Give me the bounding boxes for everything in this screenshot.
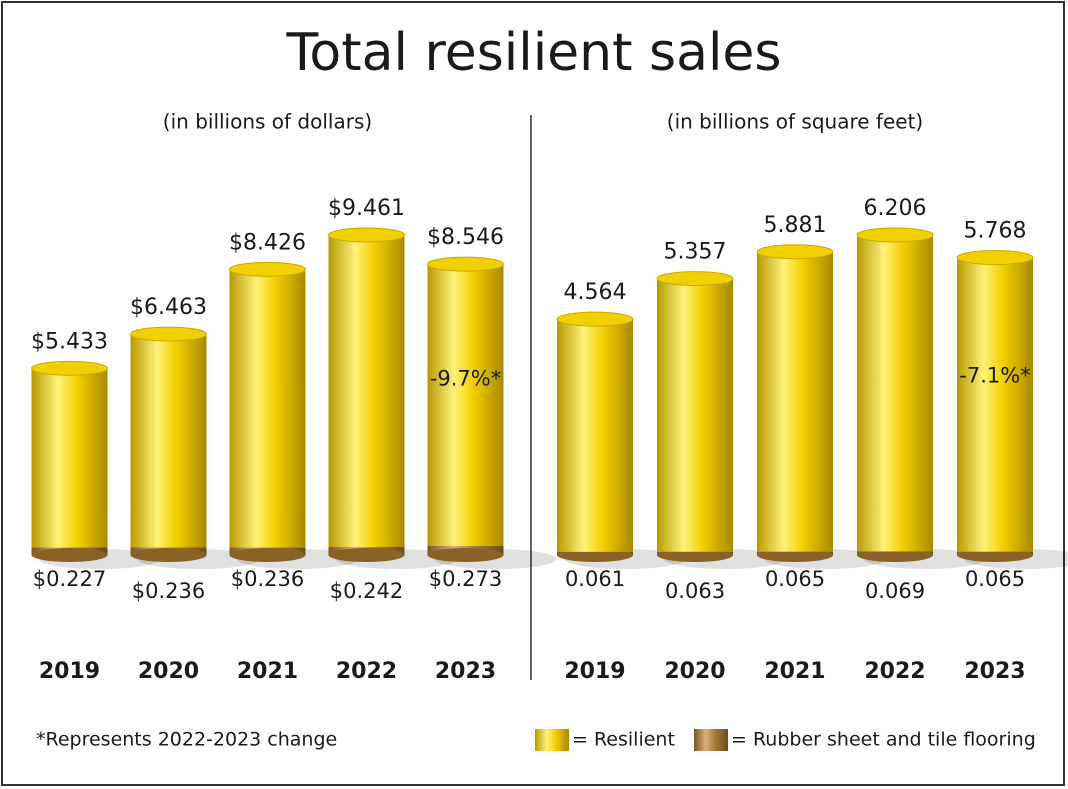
- value-label: 0.065: [765, 567, 825, 591]
- bar-cap: [427, 256, 504, 272]
- value-label: $0.236: [231, 567, 304, 591]
- legend-swatch: [535, 729, 569, 751]
- value-label: 5.881: [764, 213, 827, 238]
- value-label: $6.463: [130, 295, 207, 320]
- x-tick-label: 2023: [964, 659, 1025, 684]
- value-label: $9.461: [328, 196, 405, 221]
- bar-cap: [229, 261, 306, 277]
- value-label: 0.061: [565, 567, 625, 591]
- x-tick-label: 2022: [336, 659, 397, 684]
- bar-segment: [130, 334, 207, 548]
- bar-segment: [31, 368, 108, 548]
- bar-cap: [31, 360, 108, 376]
- bar-segment: [757, 251, 833, 552]
- legend-swatch: [694, 729, 728, 751]
- value-label: $0.236: [132, 579, 205, 603]
- bar-bottom: [328, 548, 405, 562]
- value-label: $5.433: [31, 329, 108, 354]
- x-tick-label: 2019: [39, 659, 100, 684]
- x-tick-label: 2020: [664, 659, 725, 684]
- x-tick-label: 2019: [564, 659, 625, 684]
- bar-segment: [427, 264, 504, 546]
- change-label: -9.7%*: [430, 367, 501, 391]
- subtitle: (in billions of square feet): [667, 110, 923, 134]
- x-tick-label: 2021: [237, 659, 298, 684]
- value-label: $8.426: [229, 230, 306, 255]
- bar-bottom: [427, 548, 504, 562]
- value-label: 0.069: [865, 579, 925, 603]
- bar-bottom: [130, 548, 207, 562]
- bar-segment: [557, 319, 633, 552]
- bar-segment: [657, 278, 733, 552]
- bar-cap: [856, 227, 934, 243]
- x-tick-label: 2022: [864, 659, 925, 684]
- value-label: 0.065: [965, 567, 1025, 591]
- x-tick-label: 2021: [764, 659, 825, 684]
- bar-segment: [229, 269, 306, 548]
- value-label: $0.242: [330, 579, 403, 603]
- bar-bottom: [229, 548, 306, 562]
- bar-segment: [857, 235, 933, 552]
- value-label: 4.564: [564, 280, 627, 305]
- bar-cap: [556, 311, 634, 327]
- change-label: -7.1%*: [959, 363, 1030, 387]
- footnote: *Represents 2022-2023 change: [36, 729, 337, 751]
- bar-bottom: [31, 548, 108, 562]
- value-label: 6.206: [864, 196, 927, 221]
- value-label: 5.768: [964, 219, 1027, 244]
- bar-segment: [957, 257, 1033, 552]
- bar-cap: [130, 326, 207, 342]
- bar-segment: [328, 235, 405, 548]
- value-label: 5.357: [664, 240, 727, 265]
- bar-cap: [756, 244, 834, 260]
- x-tick-label: 2020: [138, 659, 199, 684]
- bar-cap: [328, 227, 405, 243]
- chart-title: Total resilient sales: [286, 23, 782, 83]
- value-label: 0.063: [665, 579, 725, 603]
- bar-bottom: [857, 548, 933, 562]
- subtitle: (in billions of dollars): [163, 110, 372, 134]
- value-label: $0.273: [429, 567, 502, 591]
- x-tick-label: 2023: [435, 659, 496, 684]
- bar-cap: [956, 250, 1034, 266]
- value-label: $8.546: [427, 225, 504, 250]
- legend-label: = Resilient: [572, 729, 675, 751]
- value-label: $0.227: [33, 567, 106, 591]
- bar-cap: [656, 271, 734, 287]
- legend-label: = Rubber sheet and tile flooring: [731, 729, 1036, 751]
